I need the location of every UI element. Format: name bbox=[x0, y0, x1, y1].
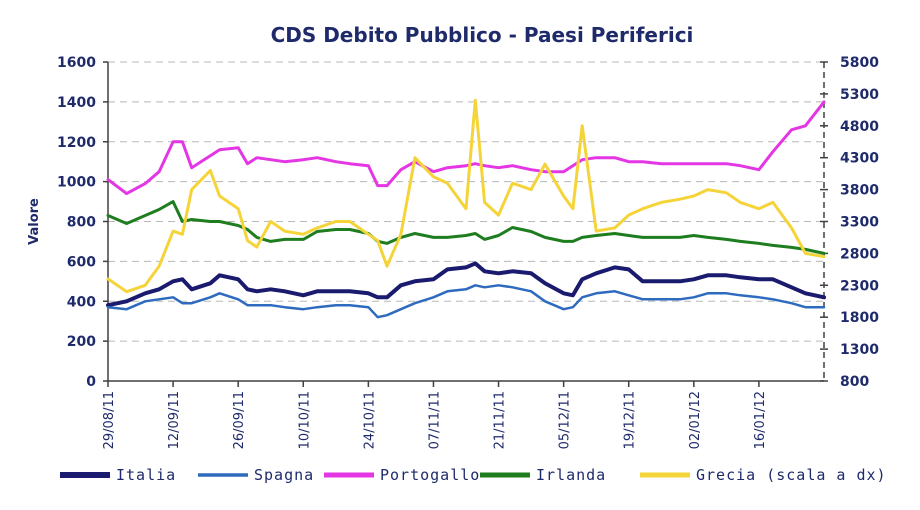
series-line-portogallo bbox=[106, 100, 826, 196]
y-tick-label-left: 200 bbox=[67, 334, 96, 350]
y-tick-label-right: 800 bbox=[840, 374, 869, 390]
y-tick-label-left: 800 bbox=[67, 215, 96, 231]
legend-label-irlanda: Irlanda bbox=[536, 466, 606, 484]
y-tick-label-left: 600 bbox=[67, 254, 96, 270]
series-line-spagna bbox=[106, 284, 826, 319]
x-tick-label: 05/12/11 bbox=[558, 391, 573, 449]
legend-label-grecia: Grecia (scala a dx) bbox=[696, 466, 887, 484]
legend-label-spagna: Spagna bbox=[254, 466, 314, 484]
chart-title: CDS Debito Pubblico - Paesi Periferici bbox=[271, 23, 694, 47]
series-line-irlanda bbox=[106, 200, 826, 255]
x-tick-label: 26/09/11 bbox=[232, 391, 247, 449]
y-tick-label-right: 1300 bbox=[840, 342, 879, 358]
legend: Italia Spagna Portogallo Irlanda Grecia (sca… bbox=[60, 466, 887, 484]
y-tick-label-right: 4800 bbox=[840, 119, 879, 135]
y-tick-label-right: 4300 bbox=[840, 151, 879, 167]
x-tick-label: 21/11/11 bbox=[493, 391, 508, 449]
y-tick-label-right: 3300 bbox=[840, 215, 879, 231]
y-tick-label-right: 2800 bbox=[840, 246, 879, 262]
y-tick-label-left: 1200 bbox=[57, 135, 96, 151]
y-tick-label-right: 1800 bbox=[840, 310, 879, 326]
y-tick-label-left: 1400 bbox=[57, 95, 96, 111]
legend-label-italia: Italia bbox=[116, 466, 176, 484]
labels-layer: 0 200 400 600 800 1000 1200 1400 1600 800 1300 1800… bbox=[27, 55, 879, 449]
x-tick-label: 29/08/11 bbox=[102, 391, 117, 449]
y-tick-label-left: 1000 bbox=[57, 175, 96, 191]
x-tick-label: 12/09/11 bbox=[167, 391, 182, 449]
x-tick-label: 19/12/11 bbox=[623, 391, 638, 449]
x-tick-label: 24/10/11 bbox=[362, 391, 377, 449]
y-tick-label-right: 5800 bbox=[840, 55, 879, 71]
y-tick-label-left: 400 bbox=[67, 294, 96, 310]
y-tick-label-right: 5300 bbox=[840, 87, 879, 103]
y-tick-label-right: 3800 bbox=[840, 183, 879, 199]
axes-layer bbox=[103, 61, 828, 387]
x-tick-label: 10/10/11 bbox=[297, 391, 312, 449]
legend-label-portogallo: Portogallo bbox=[380, 466, 480, 484]
y-tick-label-left: 1600 bbox=[57, 55, 96, 71]
series-line-italia bbox=[106, 261, 826, 308]
series-layer bbox=[106, 98, 826, 319]
x-tick-label: 16/01/12 bbox=[753, 391, 768, 449]
y-tick-label-left: 0 bbox=[86, 374, 96, 390]
y-tick-label-right: 2300 bbox=[840, 278, 879, 294]
series-line-grecia bbox=[106, 98, 826, 294]
y-axis-label: Valore bbox=[27, 198, 42, 245]
x-tick-label: 02/01/12 bbox=[688, 391, 703, 449]
x-tick-label: 07/11/11 bbox=[427, 391, 442, 449]
